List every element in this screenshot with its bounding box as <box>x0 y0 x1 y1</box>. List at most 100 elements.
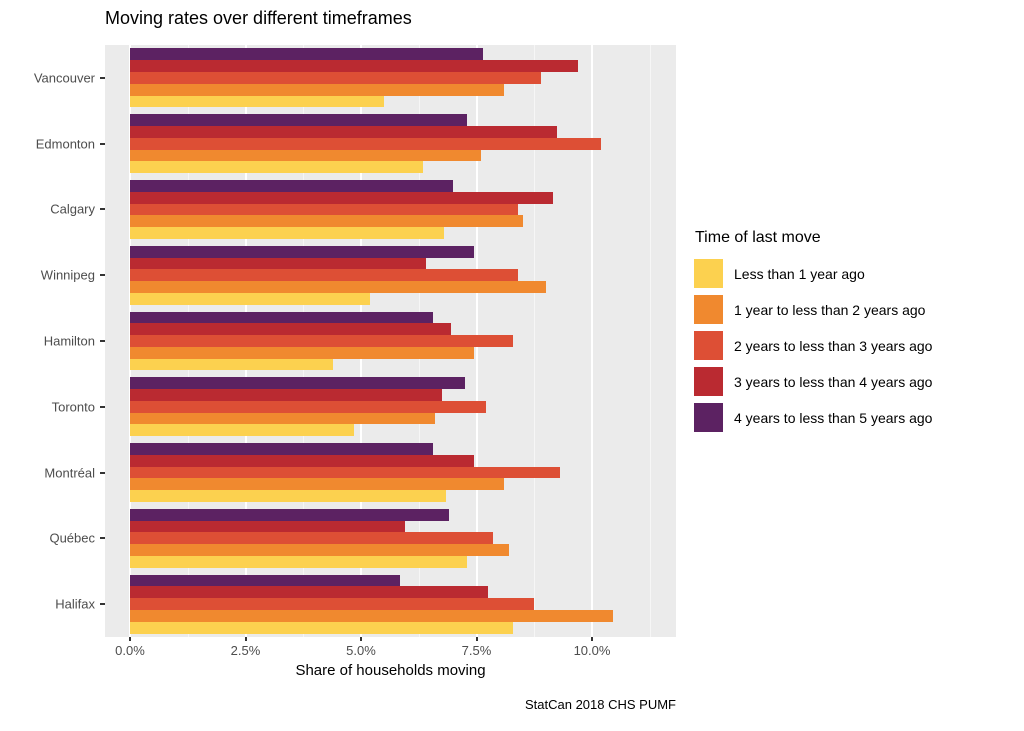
y-axis-label-winnipeg: Winnipeg <box>40 267 95 283</box>
bar-group-edmonton <box>105 111 676 177</box>
bar <box>130 179 454 192</box>
bar <box>130 466 560 479</box>
bar-group-winnipeg <box>105 242 676 308</box>
y-axis-label-québec: Québec <box>49 530 95 546</box>
y-tick-mark <box>100 208 105 211</box>
gridline-major <box>591 45 593 637</box>
bar <box>130 292 371 305</box>
bar <box>130 598 535 610</box>
bar <box>130 227 445 239</box>
bar <box>130 269 519 282</box>
y-axis-label-toronto: Toronto <box>51 399 95 415</box>
caption: StatCan 2018 CHS PUMF <box>524 697 676 712</box>
legend-item-label: Less than 1 year ago <box>734 265 865 282</box>
bar <box>130 245 475 258</box>
x-tick-label: 2.5% <box>230 643 261 658</box>
bar <box>130 443 433 455</box>
x-tick-mark <box>591 637 593 641</box>
bar <box>130 95 385 108</box>
gridline-minor <box>649 45 651 637</box>
bar <box>130 490 447 503</box>
bar <box>130 424 355 437</box>
bar <box>130 544 509 556</box>
bar <box>130 215 523 228</box>
y-tick-mark <box>100 537 105 540</box>
bar <box>130 520 405 533</box>
legend-key-swatch <box>694 331 723 360</box>
y-axis-label-edmonton: Edmonton <box>35 136 95 152</box>
bar <box>130 125 558 138</box>
bar <box>130 400 486 413</box>
x-tick-label: 7.5% <box>461 643 492 658</box>
y-tick-mark <box>100 603 105 606</box>
y-axis-label-calgary: Calgary <box>50 201 95 217</box>
bar <box>130 574 401 587</box>
y-axis-label-halifax: Halifax <box>55 596 95 612</box>
legend: Time of last move Less than 1 year ago 1 … <box>694 229 932 439</box>
bar <box>130 149 482 162</box>
bar <box>130 478 505 491</box>
bar <box>130 257 426 270</box>
bar <box>130 114 468 126</box>
bar <box>130 48 484 61</box>
chart-title: Moving rates over different timeframes <box>105 8 412 28</box>
bar <box>130 358 334 371</box>
legend-item: 3 years to less than 4 years ago <box>694 367 932 396</box>
legend-item: 2 years to less than 3 years ago <box>694 331 932 360</box>
legend-key-swatch <box>694 295 723 324</box>
legend-item-label: 3 years to less than 4 years ago <box>734 373 933 390</box>
bar <box>130 389 442 401</box>
bar <box>130 621 514 634</box>
y-tick-mark <box>100 76 105 79</box>
bar-group-québec <box>105 505 676 571</box>
legend-title: Time of last move <box>695 229 821 246</box>
x-tick-mark <box>475 637 478 641</box>
bar <box>130 556 468 568</box>
bar <box>130 137 602 150</box>
bar-group-calgary <box>105 177 676 243</box>
y-tick-mark <box>100 405 105 408</box>
gridline-minor <box>534 45 536 637</box>
bar <box>130 323 452 336</box>
legend-item: Less than 1 year ago <box>694 259 932 288</box>
legend-item-label: 1 year to less than 2 years ago <box>734 301 926 318</box>
legend-item-label: 2 years to less than 3 years ago <box>734 337 933 354</box>
legend-item: 1 year to less than 2 years ago <box>694 295 932 324</box>
legend-item-label: 4 years to less than 5 years ago <box>734 409 933 426</box>
legend-rows: Less than 1 year ago 1 year to less than … <box>694 259 932 432</box>
legend-item: 4 years to less than 5 years ago <box>694 403 932 432</box>
legend-key-swatch <box>694 259 723 288</box>
bar <box>130 346 475 359</box>
bar <box>130 281 546 293</box>
bar-group-hamilton <box>105 308 676 374</box>
y-tick-mark <box>100 142 105 145</box>
legend-key-swatch <box>694 367 723 396</box>
bar-group-vancouver <box>105 45 676 111</box>
bar <box>130 83 505 96</box>
y-tick-mark <box>100 340 105 342</box>
x-tick-label: 5.0% <box>346 643 376 658</box>
bar <box>130 377 465 390</box>
bar-group-halifax <box>105 571 676 637</box>
bar <box>130 454 475 467</box>
bar-group-montréal <box>105 440 676 506</box>
y-tick-mark <box>100 471 105 474</box>
x-tick-mark <box>360 637 362 641</box>
legend-key-swatch <box>694 403 723 432</box>
bar <box>130 60 579 72</box>
bar <box>130 532 493 545</box>
bar-group-toronto <box>105 374 676 440</box>
x-axis-title: Share of households moving <box>295 662 486 679</box>
bar <box>130 161 424 174</box>
bar <box>130 311 433 324</box>
bar <box>130 412 435 425</box>
y-tick-mark <box>100 274 105 277</box>
y-axis-label-hamilton: Hamilton <box>43 333 95 349</box>
bar <box>130 586 489 599</box>
bar <box>130 610 613 622</box>
y-axis-label-montréal: Montréal <box>44 465 95 481</box>
bar <box>130 191 553 204</box>
bar <box>130 335 514 347</box>
x-tick-mark <box>129 637 131 641</box>
